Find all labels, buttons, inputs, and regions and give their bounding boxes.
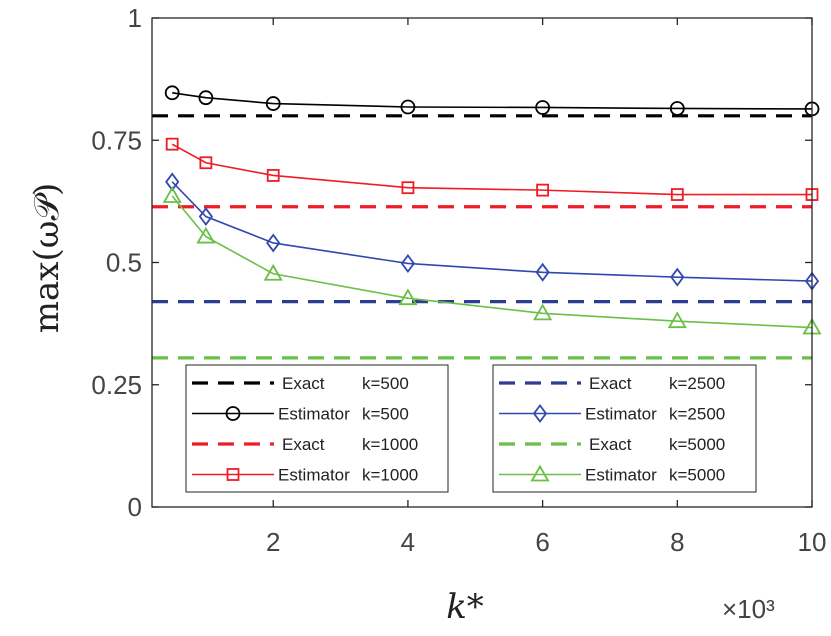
estimator-line [172, 92, 813, 110]
data-point [266, 233, 281, 253]
legend-label: Estimator [278, 466, 350, 485]
legend-k-label: k=500 [362, 374, 409, 393]
x-tick-label: 10 [798, 527, 827, 557]
data-point [398, 288, 418, 306]
legend-entry: Estimator k=2500 [499, 404, 725, 424]
x-tick-label: 4 [401, 527, 415, 557]
data-point [198, 207, 214, 227]
x-axis-label: k* [446, 587, 484, 627]
legend-label: Estimator [278, 405, 350, 424]
y-tick-label: 0.75 [91, 125, 142, 155]
y-tick-label: 0 [128, 492, 142, 522]
data-point [165, 172, 180, 192]
data-point [535, 100, 551, 115]
data-point [266, 169, 280, 182]
legend-k-label: k=5000 [669, 435, 725, 454]
legend-label: Exact [589, 374, 632, 393]
data-point [263, 263, 283, 281]
estimator-line [171, 181, 813, 282]
legend-k-label: k=1000 [362, 435, 418, 454]
series-estimator-k-1000 [165, 137, 819, 201]
data-point [165, 137, 179, 151]
data-point [536, 183, 550, 197]
legend-label: Exact [282, 435, 325, 454]
series-estimator-k-2500 [165, 172, 820, 291]
legend-marker [225, 406, 241, 421]
legend-entry: Exact k=500 [192, 374, 409, 393]
series-estimator-k-5000 [162, 186, 822, 335]
data-point [162, 186, 182, 203]
plot-area [152, 85, 822, 360]
legend-box [185, 364, 449, 493]
legend-label: Estimator [585, 405, 657, 424]
data-point [533, 303, 553, 321]
y-tick-label: 1 [128, 3, 142, 33]
data-point [535, 262, 550, 282]
data-point [400, 99, 416, 115]
axes: 0 0.25 0.5 0.75 1 2 4 6 8 10 [91, 3, 826, 557]
legend-k-label: k=5000 [669, 466, 725, 485]
y-tick-label: 0.5 [106, 248, 142, 278]
x-axis-multiplier: ×10³ [722, 594, 775, 624]
data-point [196, 226, 216, 244]
data-point [670, 188, 684, 201]
data-point [400, 253, 416, 273]
legend-label: Exact [589, 435, 632, 454]
legend-k-label: k=2500 [669, 405, 725, 424]
data-point [670, 267, 685, 287]
estimator-line [171, 195, 813, 329]
data-point [199, 156, 213, 170]
legend-entry: Exact k=2500 [499, 374, 725, 393]
legend-k-label: k=500 [362, 405, 409, 424]
legend-entry: Exact k=1000 [192, 435, 418, 454]
legend-label: Exact [282, 374, 325, 393]
data-point [164, 85, 180, 101]
legend-marker [226, 468, 240, 481]
legend-marker [530, 464, 550, 482]
y-tick-label: 0.25 [91, 370, 142, 400]
estimator-line [171, 143, 812, 196]
legend-entry: Estimator k=500 [192, 405, 409, 424]
legend-k-label: k=2500 [669, 374, 725, 393]
data-point [198, 90, 214, 106]
data-point [401, 181, 415, 195]
x-tick-label: 8 [670, 527, 684, 557]
series-estimator-k-500 [164, 85, 820, 117]
legend-marker [532, 404, 548, 423]
y-axis-label: max(ω𝒫) [27, 183, 67, 333]
legend-label: Estimator [585, 466, 657, 485]
legend-entry: Estimator k=1000 [192, 466, 418, 485]
data-point [669, 101, 685, 116]
legend-entry: Exact k=5000 [499, 435, 725, 454]
x-tick-label: 2 [266, 527, 280, 557]
data-point [667, 311, 687, 329]
legend-entry: Estimator k=5000 [499, 464, 725, 485]
legend-k-label: k=1000 [362, 466, 418, 485]
x-tick-label: 6 [535, 527, 549, 557]
data-point [265, 96, 281, 111]
